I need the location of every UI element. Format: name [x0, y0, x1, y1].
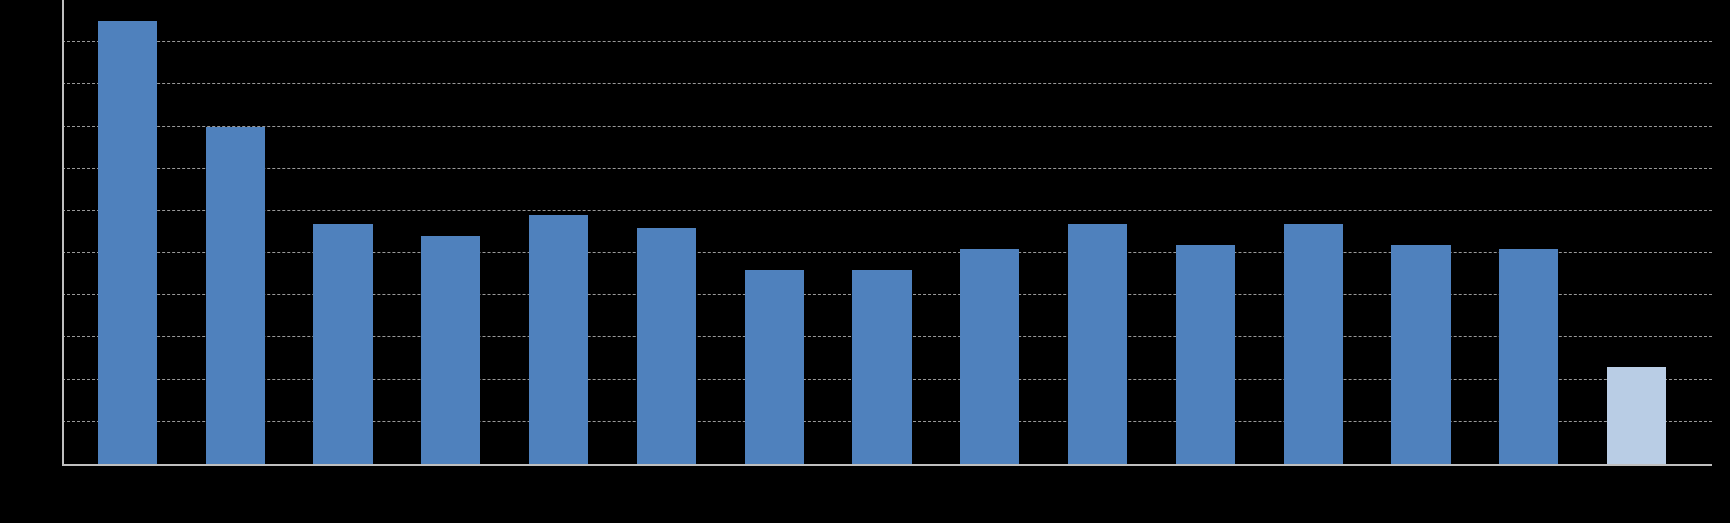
bar [1284, 224, 1343, 464]
bar [98, 21, 157, 464]
y-axis-line [62, 0, 64, 464]
bar-slot [181, 0, 289, 464]
bar-slot [74, 0, 182, 464]
bar-slot [1259, 0, 1367, 464]
bar [1176, 245, 1235, 464]
bar-slot [1475, 0, 1583, 464]
bar-slot [1367, 0, 1475, 464]
bar [745, 270, 804, 464]
bar [206, 127, 265, 464]
bar-slot [1044, 0, 1152, 464]
bar [1499, 249, 1558, 464]
bar-slot [289, 0, 397, 464]
bar-slot [397, 0, 505, 464]
bars-container [74, 0, 1691, 464]
bar [1607, 367, 1666, 464]
bar-slot [1152, 0, 1260, 464]
bar [637, 228, 696, 464]
x-axis-line [62, 464, 1712, 466]
bar-slot [505, 0, 613, 464]
bar [1391, 245, 1450, 464]
bar [313, 224, 372, 464]
bar [1068, 224, 1127, 464]
bar-slot [720, 0, 828, 464]
bar [529, 215, 588, 464]
bar [852, 270, 911, 464]
bar-chart [0, 0, 1730, 523]
bar [960, 249, 1019, 464]
plot-area [62, 0, 1712, 464]
bar-slot [936, 0, 1044, 464]
bar-slot [828, 0, 936, 464]
bar-slot [1583, 0, 1691, 464]
bar [421, 236, 480, 464]
bar-slot [613, 0, 721, 464]
